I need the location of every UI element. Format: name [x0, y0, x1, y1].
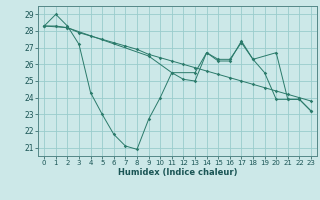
X-axis label: Humidex (Indice chaleur): Humidex (Indice chaleur) — [118, 168, 237, 177]
